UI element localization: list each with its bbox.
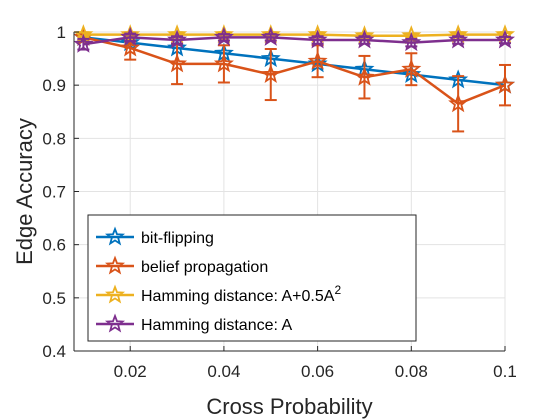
legend-marker [104, 255, 126, 275]
data-point [401, 32, 422, 52]
data-point [167, 29, 188, 49]
legend-label: bit-flipping [141, 230, 214, 247]
y-tick-label: 0.7 [42, 183, 66, 202]
x-tick-label: 0.08 [395, 362, 428, 381]
y-axis-title: Edge Accuracy [12, 118, 37, 265]
legend-marker [104, 284, 126, 304]
data-point [73, 33, 94, 53]
data-point [213, 26, 234, 46]
legend: bit-flipping belief propagation Hamming di… [87, 214, 417, 342]
series-3 [73, 26, 516, 53]
x-axis-title: Cross Probability [206, 394, 372, 419]
series-line [83, 36, 506, 106]
y-tick-label: 0.8 [42, 129, 66, 148]
y-tick-label: 0.4 [42, 342, 66, 361]
legend-label-superscript: 2 [334, 283, 341, 297]
data-point [120, 26, 141, 46]
data-point [494, 29, 516, 49]
data-point [448, 29, 469, 49]
legend-marker [104, 313, 126, 333]
data-point [307, 29, 328, 49]
data-point [307, 50, 328, 70]
data-point [494, 74, 516, 94]
data-point [167, 53, 188, 73]
legend-label: Hamming distance: A [141, 317, 293, 334]
y-tick-label: 0.6 [42, 236, 66, 255]
x-tick-label: 0.06 [301, 362, 334, 381]
data-point [260, 26, 281, 46]
legend-label: Hamming distance: A+0.5A2 [141, 283, 341, 305]
data-point [354, 66, 375, 86]
legend-box [87, 214, 417, 342]
data-point [354, 29, 375, 49]
series-layer [73, 24, 516, 133]
legend-marker [104, 226, 126, 246]
data-point [260, 64, 281, 84]
y-tick-label: 0.5 [42, 289, 66, 308]
x-tick-label: 0.02 [114, 362, 147, 381]
legend-label: belief propagation [141, 259, 268, 276]
x-tick-label: 0.04 [207, 362, 240, 381]
data-point [213, 53, 234, 73]
series-line [83, 36, 505, 46]
y-tick-label: 1 [57, 23, 66, 42]
data-point [401, 58, 422, 78]
series-line [83, 33, 505, 37]
axes: 0.02 0.04 0.06 0.08 0.1 0.4 0.5 0.6 0.7 0.8 0.9 1 [42, 23, 516, 381]
series-line [83, 36, 506, 87]
y-tick-label: 0.9 [42, 76, 66, 95]
x-tick-label: 0.1 [493, 362, 517, 381]
data-point [448, 93, 469, 113]
